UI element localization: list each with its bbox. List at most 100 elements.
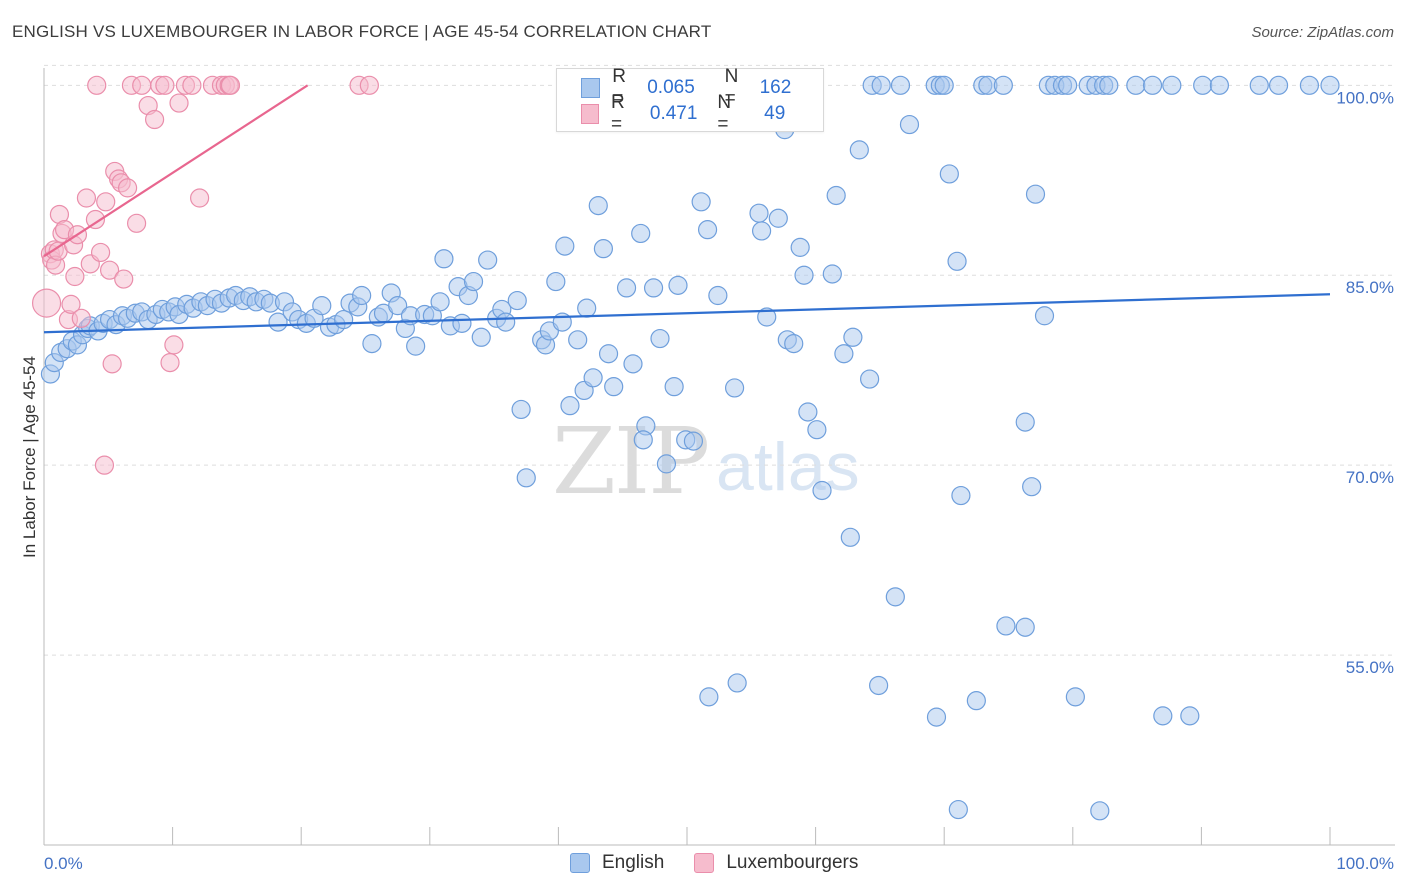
english-point bbox=[1090, 801, 1110, 821]
x-tick-label-max: 100.0% bbox=[1336, 854, 1394, 873]
luxembourger-point bbox=[61, 294, 81, 314]
english-point bbox=[871, 75, 891, 95]
english-point bbox=[948, 799, 968, 820]
luxembourgers-swatch bbox=[581, 104, 600, 124]
english-point bbox=[727, 673, 747, 693]
english-point bbox=[749, 203, 769, 223]
series-legend: English Luxembourgers bbox=[570, 852, 888, 874]
english-point bbox=[1299, 75, 1320, 95]
watermark-atlas: atlas bbox=[716, 429, 860, 505]
english-point bbox=[683, 431, 704, 451]
english-point bbox=[268, 312, 288, 332]
y-tick-label: 70.0% bbox=[1346, 468, 1394, 487]
english-point bbox=[926, 707, 947, 727]
english-point bbox=[560, 396, 580, 416]
stats-row-english: R = 0.065 N = 162 bbox=[581, 66, 823, 109]
english-point bbox=[1025, 184, 1046, 204]
legend-item-english[interactable]: English bbox=[570, 852, 664, 874]
luxembourger-point bbox=[220, 75, 241, 95]
english-point bbox=[899, 114, 920, 135]
english-point bbox=[434, 249, 454, 269]
english-point bbox=[1034, 306, 1055, 326]
english-point bbox=[511, 399, 531, 420]
english-trend-line bbox=[43, 293, 1331, 334]
luxembourger-point bbox=[71, 308, 91, 328]
english-point bbox=[993, 75, 1013, 95]
english-point bbox=[588, 196, 608, 216]
luxembourger-point bbox=[85, 209, 106, 230]
english-point bbox=[577, 298, 597, 318]
english-point bbox=[656, 454, 677, 474]
luxembourger-point bbox=[359, 75, 379, 95]
luxembourger-point bbox=[144, 109, 165, 130]
english-point bbox=[1142, 75, 1163, 95]
english-point bbox=[507, 290, 527, 311]
english-point bbox=[362, 334, 382, 354]
english-point bbox=[650, 328, 670, 349]
luxembourger-point bbox=[132, 75, 152, 95]
luxembourger-point bbox=[96, 192, 116, 212]
english-point bbox=[1320, 75, 1340, 95]
luxembourger-point bbox=[182, 75, 202, 95]
english-point bbox=[452, 313, 472, 333]
english-point bbox=[951, 485, 971, 506]
english-point bbox=[934, 75, 954, 95]
english-point bbox=[633, 430, 653, 450]
english-point bbox=[583, 368, 603, 388]
luxembourger-point bbox=[90, 242, 111, 263]
english-point bbox=[1015, 617, 1035, 637]
english-point bbox=[568, 330, 588, 350]
english-point bbox=[631, 223, 651, 244]
y-tick-label: 85.0% bbox=[1346, 278, 1394, 297]
english-point bbox=[664, 377, 684, 397]
luxembourgers-legend-label: Luxembourgers bbox=[726, 852, 859, 873]
english-point bbox=[1249, 75, 1269, 95]
english-point bbox=[826, 185, 846, 206]
luxembourger-point bbox=[87, 75, 107, 95]
english-point bbox=[623, 354, 643, 374]
x-tick-label-min: 0.0% bbox=[44, 854, 83, 873]
english-point bbox=[807, 420, 827, 440]
chart-title: ENGLISH VS LUXEMBOURGER IN LABOR FORCE |… bbox=[12, 22, 712, 41]
english-point bbox=[312, 296, 332, 316]
english-point bbox=[471, 327, 491, 347]
luxembourger-point bbox=[155, 75, 175, 95]
legend-item-luxembourgers[interactable]: Luxembourgers bbox=[694, 852, 858, 874]
luxembourger-point bbox=[160, 353, 180, 373]
english-point bbox=[751, 221, 772, 241]
english-point bbox=[406, 336, 426, 356]
english-point bbox=[1126, 75, 1146, 95]
english-point bbox=[643, 278, 664, 298]
luxembourger-point bbox=[190, 188, 210, 208]
luxembourgers-legend-swatch bbox=[694, 853, 715, 873]
stats-row-luxembourgers: R = 0.471 N = 49 bbox=[581, 92, 823, 135]
r-value: 0.471 bbox=[649, 103, 698, 124]
english-point bbox=[890, 75, 911, 95]
r-value: 0.065 bbox=[647, 77, 695, 98]
english-point bbox=[334, 309, 354, 330]
english-point bbox=[822, 264, 842, 284]
english-point bbox=[798, 402, 818, 422]
luxembourger-point bbox=[117, 178, 138, 198]
source-label: Source: ZipAtlas.com bbox=[1251, 24, 1394, 41]
english-point bbox=[699, 687, 719, 707]
english-point bbox=[724, 378, 745, 398]
english-point bbox=[790, 237, 810, 257]
english-point bbox=[885, 587, 905, 607]
english-point bbox=[604, 377, 624, 397]
english-point bbox=[996, 616, 1016, 636]
luxembourger-point bbox=[114, 269, 134, 289]
english-point bbox=[1193, 75, 1213, 95]
luxembourger-point bbox=[164, 335, 184, 355]
english-point bbox=[691, 192, 711, 212]
english-point bbox=[768, 208, 788, 228]
english-point bbox=[1099, 75, 1119, 95]
english-swatch bbox=[581, 78, 601, 98]
english-point bbox=[1058, 75, 1078, 95]
english-legend-label: English bbox=[602, 852, 665, 873]
luxembourger-point bbox=[126, 213, 147, 233]
english-point bbox=[1209, 75, 1230, 95]
luxembourger-point bbox=[76, 188, 97, 208]
english-point bbox=[947, 251, 967, 271]
english-point bbox=[598, 344, 619, 364]
